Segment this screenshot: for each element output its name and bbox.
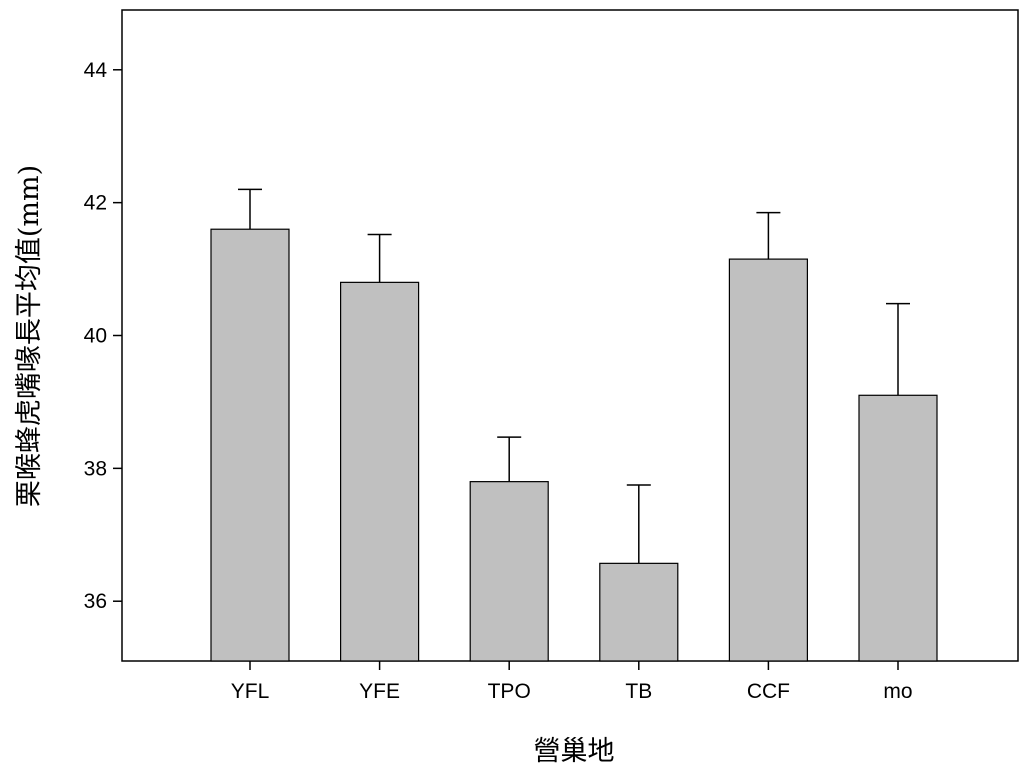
x-tick-label-CCF: CCF xyxy=(747,680,790,703)
bar-YFL xyxy=(210,228,290,662)
bar-YFE xyxy=(340,281,420,662)
x-tick-label-mo: mo xyxy=(883,680,912,703)
x-tick-label-TPO: TPO xyxy=(488,680,531,703)
y-tick-label: 38 xyxy=(84,457,107,480)
bar-CCF xyxy=(728,258,809,662)
bars xyxy=(210,188,938,662)
x-axis-ticks: YFL YFE TPO TB CCF mo xyxy=(231,661,913,703)
x-tick-label-YFL: YFL xyxy=(231,680,270,703)
y-tick-label: 44 xyxy=(84,59,108,82)
y-axis-title: 栗喉蜂虎嘴喙長平均值(mm) xyxy=(14,165,45,507)
x-axis-title: 營巢地 xyxy=(534,736,615,767)
bar-TB xyxy=(599,562,679,662)
y-axis-ticks: 36 38 40 42 44 xyxy=(84,59,122,613)
bar-mo xyxy=(858,394,938,662)
y-tick-label: 40 xyxy=(84,325,107,348)
y-tick-label: 36 xyxy=(84,590,107,613)
bar-TPO xyxy=(469,481,549,662)
y-tick-label: 42 xyxy=(84,192,107,215)
x-tick-label-YFE: YFE xyxy=(359,680,400,703)
x-tick-label-TB: TB xyxy=(625,680,652,703)
